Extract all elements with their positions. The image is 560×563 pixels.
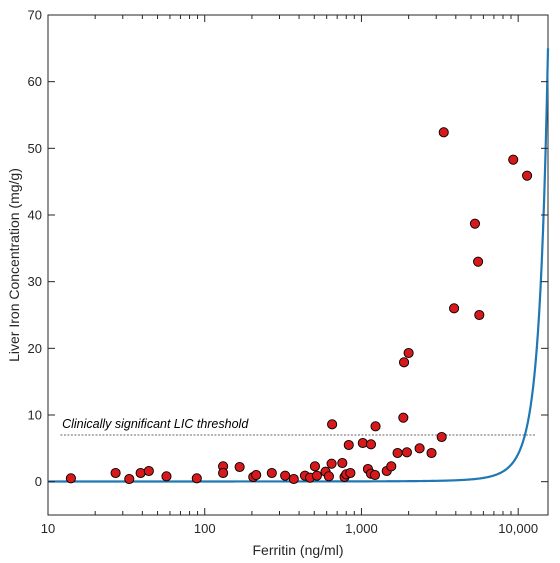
data-point [473,256,484,267]
data-point [327,419,338,430]
data-point [401,447,412,458]
data-point [449,303,460,314]
data-point [522,170,533,181]
data-point [370,421,381,432]
y-tick-label: 20 [28,341,42,356]
data-point [392,447,403,459]
data-point [309,461,320,472]
data-point [369,469,381,481]
data-point [469,218,481,229]
data-point [343,439,354,451]
data-point [438,127,449,138]
data-point [161,471,172,482]
y-tick-label: 60 [28,74,42,89]
data-point [426,447,437,459]
data-point [474,309,485,321]
data-point [414,443,425,454]
threshold-label: Clinically significant LIC threshold [62,417,249,431]
data-point [143,465,154,477]
data-point [288,473,299,485]
y-tick-label: 40 [28,208,42,223]
data-point [365,439,377,450]
data-point [398,412,409,423]
data-point [218,467,229,479]
data-points [65,127,533,485]
plot-frame [47,14,549,516]
x-tick-label: 1,000 [345,521,378,536]
data-point [386,461,397,472]
data-point [403,347,414,359]
y-tick-label: 0 [35,474,42,489]
data-point [135,467,146,479]
data-point [436,431,447,443]
x-tick-label: 10,000 [498,521,538,536]
x-axis-label: Ferritin (ng/ml) [252,542,343,558]
data-point [234,461,245,473]
y-tick-label: 70 [28,8,42,23]
data-point [280,470,291,481]
data-point [110,467,121,479]
y-tick-label: 10 [28,408,42,423]
data-point [326,458,337,469]
data-point [345,467,356,479]
data-point [124,473,135,485]
y-tick-label: 30 [28,274,42,289]
data-point [399,357,410,368]
data-point [251,469,262,481]
x-tick-label: 10 [41,521,55,536]
plot-area [47,14,549,516]
x-tick-label: 100 [194,521,216,536]
data-point [508,154,519,165]
data-point [337,457,348,469]
data-point [191,473,202,484]
data-point [357,437,368,449]
data-point [266,467,277,479]
data-point [65,473,76,484]
x-axis-ticks: 10 100 1,000 10,000 [41,15,538,536]
y-axis-ticks: 0 10 20 30 40 50 60 70 [28,8,548,489]
y-tick-label: 50 [28,141,42,156]
y-axis-label: Liver Iron Concentration (mg/g) [6,168,22,362]
data-point [323,471,334,482]
data-point [311,470,322,481]
